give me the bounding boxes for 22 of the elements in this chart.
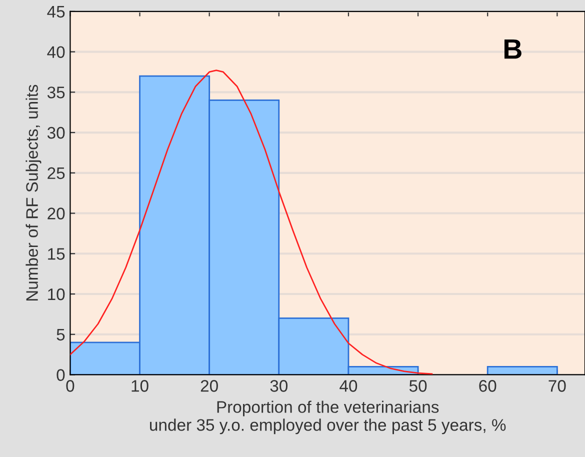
x-tick-label: 70 (548, 380, 566, 392)
x-tick-label: 10 (132, 380, 148, 392)
y-axis-title: Number of RF Subjects, units (26, 84, 42, 301)
x-tick-label: 50 (409, 380, 427, 392)
y-tick-label: 10 (48, 288, 65, 300)
y-tick-label: 40 (47, 46, 65, 58)
x-axis-title: Proportion of the veterinarians under 35 y.o. employed over the past 5 years, % (150, 400, 506, 434)
y-tick-label: 25 (48, 167, 65, 180)
x-tick-label: 40 (340, 380, 358, 392)
y-tick-label: 35 (47, 86, 65, 98)
y-tick-label: 20 (48, 208, 65, 220)
line-series (70, 70, 433, 375)
y-tick-label: 30 (47, 126, 65, 139)
x-tick-label: 30 (270, 380, 288, 392)
y-tick-label: 0 (56, 369, 65, 381)
y-tick-label: 15 (48, 248, 65, 260)
x-tick-label: 20 (200, 380, 218, 392)
x-tick-label: 60 (479, 380, 496, 392)
y-tick-label: 5 (56, 328, 65, 341)
annotation: B (504, 40, 522, 59)
y-tick-label: 45 (47, 6, 65, 18)
x-tick-label: 0 (66, 380, 74, 392)
